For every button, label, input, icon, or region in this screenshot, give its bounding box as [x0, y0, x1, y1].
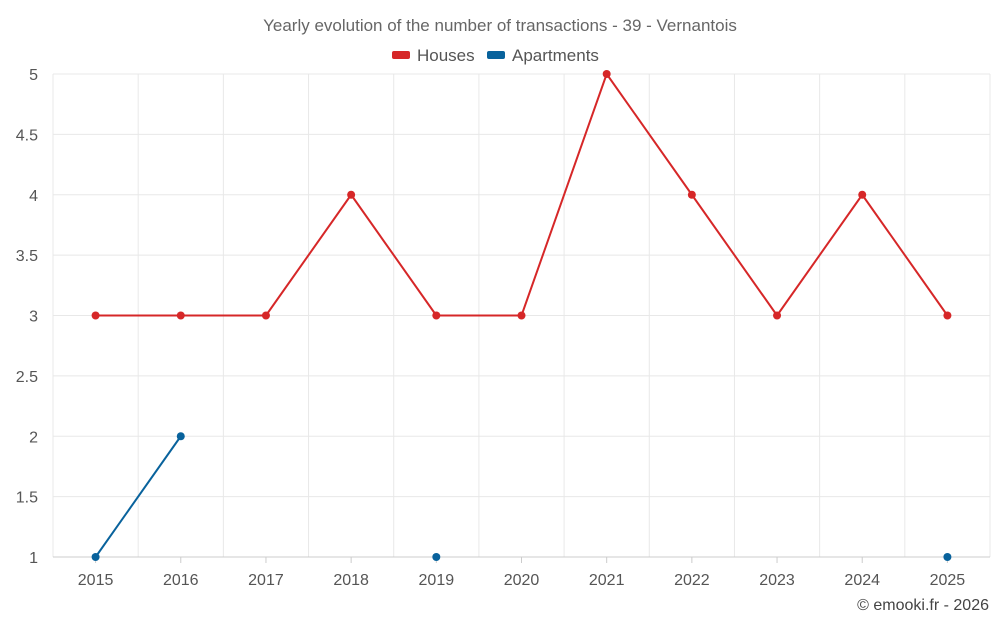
x-tick-label: 2020 — [504, 572, 540, 589]
data-point — [91, 311, 100, 320]
x-tick-label: 2017 — [248, 572, 284, 589]
y-tick-label: 2 — [29, 429, 38, 446]
data-point — [432, 553, 441, 561]
data-point — [943, 311, 952, 320]
y-tick-label: 3.5 — [16, 248, 38, 265]
series-apartments — [91, 432, 952, 561]
legend-label-houses: Houses — [417, 46, 475, 65]
x-tick-label: 2023 — [759, 572, 795, 589]
y-tick-label: 1.5 — [16, 490, 38, 507]
data-point — [858, 190, 867, 199]
legend: Houses Apartments — [392, 46, 599, 65]
data-point — [687, 190, 696, 199]
series-line — [94, 435, 182, 558]
data-point — [176, 432, 185, 441]
data-point — [773, 311, 782, 320]
data-point — [602, 70, 611, 78]
series-houses — [91, 70, 952, 320]
y-tick-label: 1 — [29, 550, 38, 567]
data-point — [943, 553, 952, 561]
x-tick-label: 2022 — [674, 572, 710, 589]
x-tick-label: 2025 — [930, 572, 966, 589]
y-tick-label: 5 — [29, 67, 38, 84]
x-tick-label: 2016 — [163, 572, 199, 589]
series — [91, 70, 952, 561]
data-point — [91, 553, 100, 561]
chart-title: Yearly evolution of the number of transa… — [263, 16, 737, 35]
legend-swatch-apartments — [487, 51, 505, 59]
data-point — [517, 311, 526, 320]
y-tick-label: 4.5 — [16, 127, 38, 144]
y-tick-label: 3 — [29, 309, 38, 326]
x-tick-label: 2024 — [844, 572, 880, 589]
data-point — [347, 190, 356, 199]
y-tick-label: 2.5 — [16, 369, 38, 386]
axes: 1 1.5 2 2.5 3 3.5 4 4.5 5 2015 2016 2017 2018 2019 202… — [16, 67, 990, 589]
x-tick-label: 2021 — [589, 572, 625, 589]
x-tick-label: 2015 — [78, 572, 114, 589]
x-tick-label: 2019 — [419, 572, 455, 589]
data-point — [432, 311, 441, 320]
legend-label-apartments: Apartments — [512, 46, 599, 65]
data-point — [176, 311, 185, 320]
y-tick-label: 4 — [29, 188, 38, 205]
credit-text: © emooki.fr - 2026 — [857, 597, 989, 614]
legend-swatch-houses — [392, 51, 410, 59]
x-tick-label: 2018 — [333, 572, 369, 589]
data-point — [261, 311, 270, 320]
